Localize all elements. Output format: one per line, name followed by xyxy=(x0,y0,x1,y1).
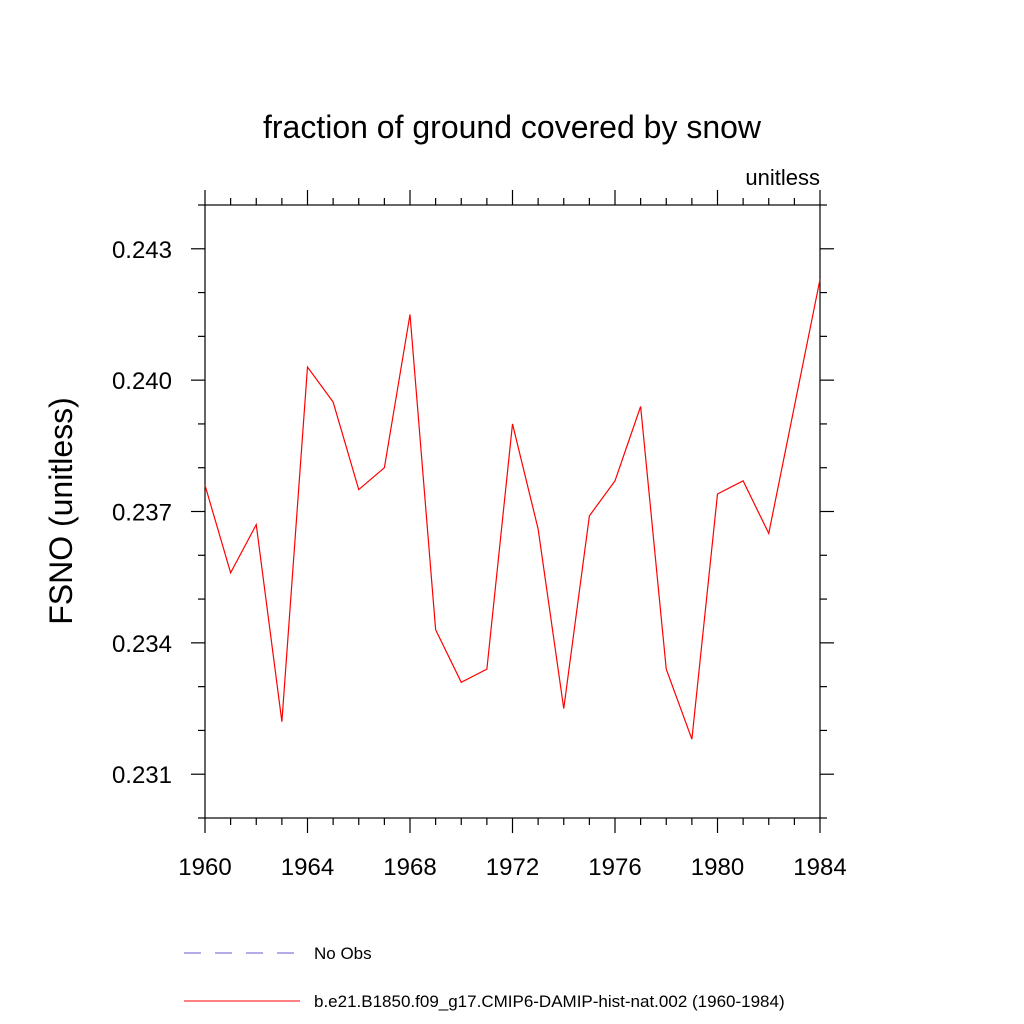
y-axis-label: FSNO (unitless) xyxy=(43,397,79,625)
y-tick-label: 0.243 xyxy=(112,237,172,264)
x-tick-label: 1984 xyxy=(793,854,846,881)
series-layer xyxy=(204,279,821,740)
legend: No Obs b.e21.B1850.f09_g17.CMIP6-DAMIP-hi… xyxy=(184,944,785,1011)
legend-label: No Obs xyxy=(314,944,372,963)
chart-subtitle: unitless xyxy=(745,165,820,190)
x-tick-label: 1964 xyxy=(281,854,334,881)
x-tick-label: 1960 xyxy=(178,854,231,881)
x-tick-label: 1980 xyxy=(691,854,744,881)
y-tick-label: 0.231 xyxy=(112,762,172,789)
chart-title: fraction of ground covered by snow xyxy=(263,109,762,145)
y-tick-label: 0.237 xyxy=(112,500,172,527)
axis-tick-labels: 1960 1964 1968 1972 1976 1980 1984 0.231 0.234 0.… xyxy=(112,237,847,881)
y-tick-label: 0.234 xyxy=(112,631,172,658)
x-tick-label: 1976 xyxy=(588,854,641,881)
x-tick-label: 1972 xyxy=(486,854,539,881)
series-line xyxy=(204,279,821,740)
y-tick-label: 0.240 xyxy=(112,368,172,395)
x-tick-label: 1968 xyxy=(383,854,436,881)
axis-ticks xyxy=(191,190,834,833)
legend-label: b.e21.B1850.f09_g17.CMIP6-DAMIP-hist-nat… xyxy=(314,992,785,1011)
